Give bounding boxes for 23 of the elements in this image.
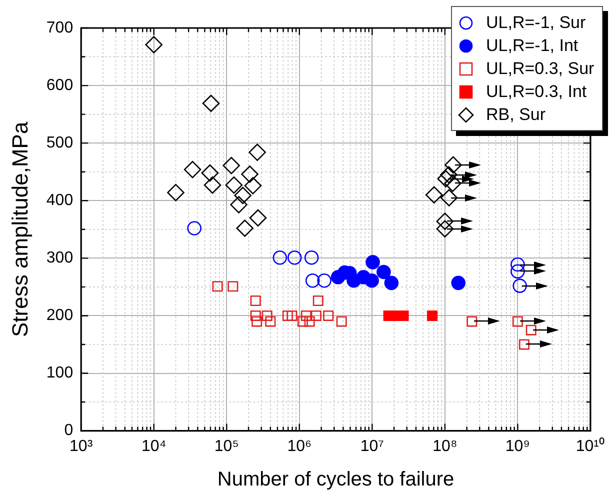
x-tick-label: 10¹⁰: [576, 436, 605, 455]
y-tick-label: 600: [46, 76, 74, 94]
x-tick-label: 10⁶: [287, 438, 312, 455]
legend-label: UL,R=0.3, Sur: [486, 58, 594, 80]
x-tick-label: 10⁷: [360, 438, 384, 455]
y-tick-label: 400: [46, 192, 74, 210]
x-tick-label: 10⁸: [432, 438, 458, 455]
x-tick-label: 10⁵: [214, 438, 239, 455]
y-tick-label: 100: [46, 364, 74, 382]
x-axis-title: Number of cycles to failure: [217, 468, 454, 491]
legend-label: RB, Sur: [486, 104, 546, 126]
x-tick-label: 10⁹: [505, 438, 530, 455]
x-tick-label: 10³: [70, 438, 94, 455]
legend-label: UL,R=-1, Sur: [486, 12, 586, 34]
legend-label: UL,R=0.3, Int: [486, 81, 587, 103]
y-axis-title: Stress amplitude,MPa: [7, 121, 32, 337]
y-tick-label: 0: [64, 422, 74, 440]
y-tick-label: 300: [46, 250, 74, 267]
y-tick-label: 200: [46, 307, 74, 324]
y-tick-label: 700: [46, 19, 74, 36]
y-tick-label: 500: [46, 134, 74, 152]
legend-label: UL,R=-1, Int: [486, 35, 578, 57]
x-tick-label: 10⁴: [142, 438, 166, 455]
